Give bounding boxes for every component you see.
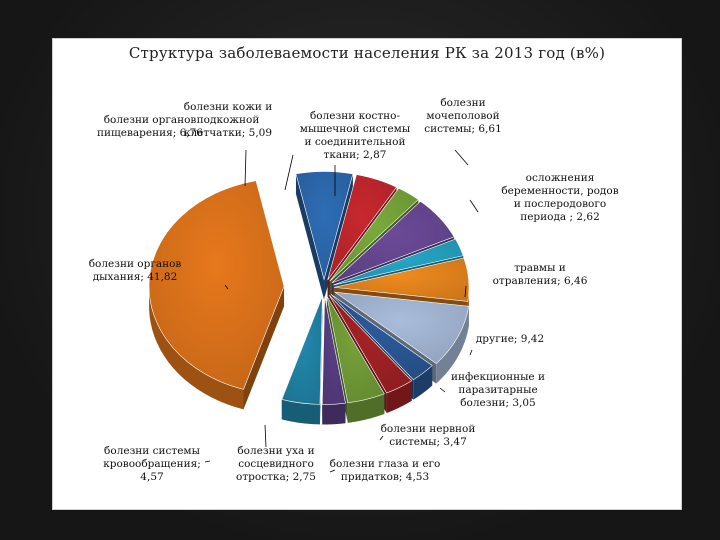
- pie-slice: [327, 174, 397, 281]
- pie-slice: [329, 187, 419, 282]
- slice-label: болезни костно- мышечной системы и соеди…: [299, 110, 411, 161]
- leader-line: [469, 349, 473, 356]
- pie-slice: [333, 238, 464, 286]
- slice-label: болезни органов дыхания; 41,82: [88, 258, 182, 283]
- pie-chart: [148, 149, 479, 473]
- leader-line: [469, 199, 479, 213]
- pie-slice: [328, 295, 413, 394]
- chart-frame: Структура заболеваемости населения РК за…: [52, 38, 682, 510]
- leader-line: [379, 435, 384, 441]
- pie-slice: [295, 171, 354, 281]
- leader-line: [264, 424, 267, 448]
- leader-line: [464, 285, 467, 298]
- chart-title: Структура заболеваемости населения РК за…: [128, 44, 606, 62]
- slice-label: другие; 9,42: [475, 333, 545, 345]
- pie-slice: [281, 296, 323, 405]
- leader-line: [439, 387, 446, 393]
- slice-label: болезни кожи и подкожной клетчатки; 5,09: [183, 101, 273, 139]
- pie-slice: [148, 180, 285, 390]
- leader-line: [329, 469, 336, 473]
- slice-label: болезни органов пищеварения; 6,76: [97, 114, 203, 139]
- pie-slice: [330, 293, 433, 381]
- slice-label: болезни нервной системы; 3,47: [380, 423, 476, 448]
- slice-label: болезни уха и сосцевидного отростка; 2,7…: [236, 445, 316, 483]
- slice-label: болезни мочеполовой системы; 6,61: [424, 97, 502, 135]
- slice-label: инфекционные и паразитарные болезни; 3,0…: [451, 371, 545, 409]
- leader-line: [204, 460, 211, 463]
- slice-label: болезни глаза и его придатков; 4,53: [329, 458, 441, 483]
- leader-line: [244, 149, 247, 187]
- slice-label: травмы и отравления; 6,46: [492, 262, 588, 287]
- leader-line: [284, 154, 294, 191]
- pie-slice: [333, 257, 470, 302]
- pie-slice: [333, 291, 470, 364]
- pie-slice: [331, 200, 455, 284]
- slice-label: осложнения беременности, родов и послеро…: [501, 172, 619, 223]
- pie-slice: [321, 296, 346, 405]
- pie-slice: [326, 295, 385, 404]
- slice-label: болезни системы кровообращения; 4,57: [103, 445, 201, 483]
- leader-line: [454, 149, 469, 166]
- leader-line: [224, 284, 229, 290]
